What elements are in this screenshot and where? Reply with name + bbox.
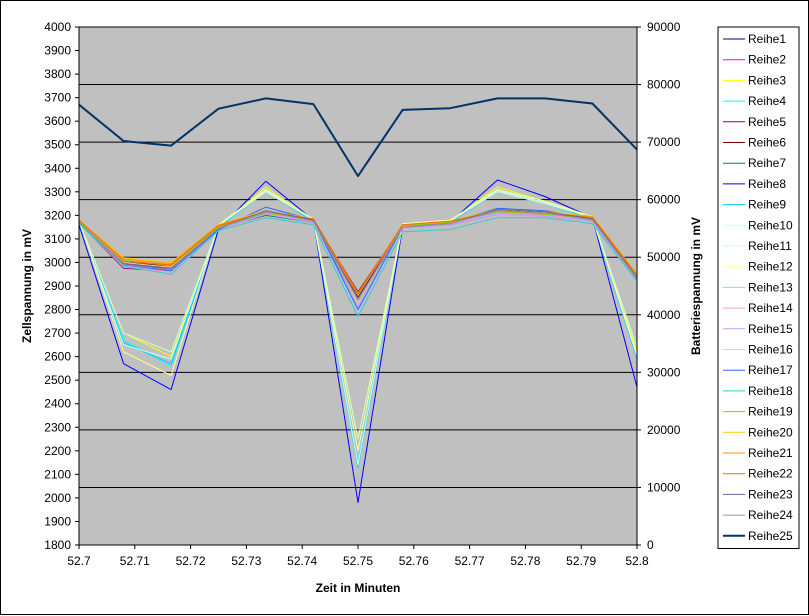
legend-label: Reihe6 xyxy=(748,136,786,150)
y-tick-label: 3700 xyxy=(44,91,71,105)
legend-label: Reihe12 xyxy=(748,260,793,274)
y-tick-label: 2900 xyxy=(44,279,71,293)
y-tick-label: 3400 xyxy=(44,161,71,175)
series-line-reihe11 xyxy=(78,191,638,440)
y2-tick-label: 50000 xyxy=(647,250,681,264)
x-tick-label: 52.72 xyxy=(176,554,206,568)
legend-label: Reihe24 xyxy=(748,508,793,522)
legend-label: Reihe4 xyxy=(748,94,786,108)
legend-label: Reihe19 xyxy=(748,405,793,419)
y-tick-label: 3200 xyxy=(44,208,71,222)
y-tick-label: 2800 xyxy=(44,303,71,317)
x-tick-label: 52.71 xyxy=(120,554,150,568)
legend-label: Reihe20 xyxy=(748,425,793,439)
x-tick-label: 52.8 xyxy=(625,554,649,568)
series-line-reihe18 xyxy=(78,217,638,318)
legend-label: Reihe13 xyxy=(748,280,793,294)
legend-label: Reihe10 xyxy=(748,218,793,232)
y-tick-label: 2300 xyxy=(44,420,71,434)
legend-label: Reihe1 xyxy=(748,32,786,46)
y-axis-title: Zellspannung in mV xyxy=(20,229,34,343)
legend-label: Reihe25 xyxy=(748,529,793,543)
y2-tick-label: 30000 xyxy=(647,365,681,379)
series-line-reihe17 xyxy=(78,206,638,310)
series-line-reihe10 xyxy=(78,190,638,466)
y-tick-label: 3600 xyxy=(44,114,71,128)
y2-tick-label: 70000 xyxy=(647,135,681,149)
x-tick-label: 52.78 xyxy=(510,554,540,568)
y2-axis-title: Batteriespannung in mV xyxy=(689,217,703,355)
series-line-reihe8 xyxy=(78,179,638,504)
x-tick-label: 52.73 xyxy=(231,554,261,568)
legend-label: Reihe16 xyxy=(748,343,793,357)
y-tick-label: 2700 xyxy=(44,326,71,340)
y-tick-label: 1900 xyxy=(44,514,71,528)
y2-tick-label: 90000 xyxy=(647,20,681,34)
legend-label: Reihe15 xyxy=(748,322,793,336)
series-line-reihe24 xyxy=(78,210,638,301)
legend-label: Reihe3 xyxy=(748,73,786,87)
y2-tick-label: 40000 xyxy=(647,308,681,322)
y-tick-label: 2000 xyxy=(44,491,71,505)
y-tick-label: 2200 xyxy=(44,444,71,458)
plot-area xyxy=(78,26,638,546)
x-tick-label: 52.76 xyxy=(399,554,429,568)
y2-tick-label: 80000 xyxy=(647,78,681,92)
series-line-reihe25 xyxy=(78,97,638,178)
y-tick-label: 3000 xyxy=(44,255,71,269)
y-tick-label: 3500 xyxy=(44,138,71,152)
legend-label: Reihe21 xyxy=(748,446,793,460)
legend-label: Reihe14 xyxy=(748,301,793,315)
y-tick-label: 4000 xyxy=(44,20,71,34)
y-tick-label: 3300 xyxy=(44,185,71,199)
legend-label: Reihe22 xyxy=(748,467,793,481)
legend: Reihe1 Reihe2 Reihe3 Reihe4 Reihe5 Reihe6 Reih… xyxy=(717,26,800,549)
y-tick-label: 3100 xyxy=(44,232,71,246)
x-tick-label: 52.75 xyxy=(343,554,373,568)
legend-label: Reihe5 xyxy=(748,115,786,129)
legend-label: Reihe9 xyxy=(748,198,786,212)
legend-label: Reihe23 xyxy=(748,487,793,501)
legend-label: Reihe7 xyxy=(748,156,786,170)
y-tick-label: 2100 xyxy=(44,467,71,481)
x-tick-label: 52.74 xyxy=(287,554,317,568)
x-axis-title: Zeit in Minuten xyxy=(316,581,401,595)
legend-label: Reihe18 xyxy=(748,384,793,398)
y-tick-label: 2600 xyxy=(44,350,71,364)
y-tick-label: 3900 xyxy=(44,44,71,58)
y2-tick-label: 10000 xyxy=(647,480,681,494)
legend-label: Reihe2 xyxy=(748,53,786,67)
y2-tick-label: 20000 xyxy=(647,423,681,437)
x-tick-label: 52.7 xyxy=(67,554,91,568)
y-tick-label: 2400 xyxy=(44,397,71,411)
y2-tick-label: 0 xyxy=(647,538,654,552)
series-line-reihe12 xyxy=(78,189,638,452)
y-tick-label: 3800 xyxy=(44,67,71,81)
legend-label: Reihe11 xyxy=(748,239,792,253)
legend-label: Reihe8 xyxy=(748,177,786,191)
y-tick-label: 1800 xyxy=(44,538,71,552)
x-tick-label: 52.77 xyxy=(455,554,485,568)
y2-tick-label: 60000 xyxy=(647,193,681,207)
x-tick-label: 52.79 xyxy=(566,554,596,568)
y-tick-label: 2500 xyxy=(44,373,71,387)
series-line-reihe23 xyxy=(78,209,638,300)
legend-label: Reihe17 xyxy=(748,363,793,377)
